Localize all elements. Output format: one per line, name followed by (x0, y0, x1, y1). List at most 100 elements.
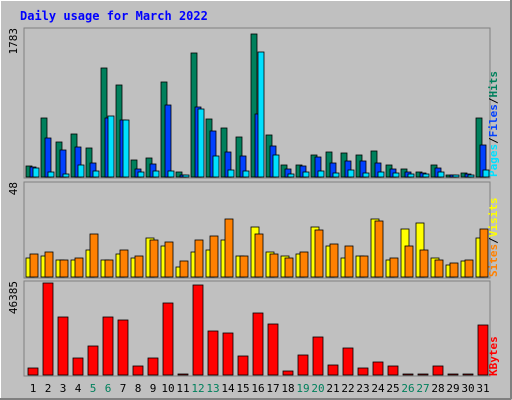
bar-pages-day-22 (347, 169, 355, 178)
bar-sites-day-27 (419, 249, 429, 278)
bar-pages-day-12 (197, 108, 205, 178)
bar-pages-day-27 (422, 173, 430, 178)
x-label-day-3: 3 (60, 382, 67, 395)
legend-files: Files (487, 104, 500, 137)
bar-pages-day-14 (227, 169, 235, 178)
bar-kbytes-day-12 (192, 284, 204, 376)
x-label-day-6: 6 (105, 382, 112, 395)
bar-kbytes-day-1 (27, 367, 39, 376)
bar-hits-day-8 (130, 159, 138, 178)
bar-kbytes-day-21 (327, 364, 339, 376)
bar-kbytes-day-5 (87, 345, 99, 376)
x-label-day-4: 4 (75, 382, 82, 395)
bar-kbytes-day-22 (342, 347, 354, 376)
x-label-day-10: 10 (161, 382, 174, 395)
bar-kbytes-day-8 (132, 365, 144, 376)
bar-sites-day-29 (449, 262, 459, 278)
bar-pages-day-17 (272, 154, 280, 178)
bar-sites-day-21 (329, 243, 339, 278)
bar-kbytes-day-11 (177, 373, 189, 376)
x-label-day-1: 1 (30, 382, 37, 395)
bar-sites-day-30 (464, 259, 474, 278)
chart-title: Daily usage for March 2022 (20, 9, 208, 23)
bar-pages-day-28 (437, 171, 445, 178)
bar-pages-day-24 (377, 171, 385, 178)
bar-pages-day-29 (452, 174, 460, 178)
bar-kbytes-day-9 (147, 357, 159, 376)
x-label-day-27: 27 (416, 382, 429, 395)
bar-kbytes-day-6 (102, 316, 114, 376)
bar-kbytes-day-17 (267, 323, 279, 376)
bar-pages-day-8 (137, 171, 145, 178)
bar-pages-day-1 (32, 167, 40, 178)
bar-kbytes-day-10 (162, 302, 174, 376)
bar-sites-day-31 (479, 228, 489, 278)
bar-sites-day-2 (44, 251, 54, 278)
x-label-day-22: 22 (341, 382, 354, 395)
bar-kbytes-day-19 (297, 354, 309, 376)
bar-kbytes-day-13 (207, 330, 219, 376)
bar-pages-day-5 (92, 170, 100, 178)
x-label-day-26: 26 (401, 382, 414, 395)
bar-kbytes-day-29 (447, 373, 459, 376)
bar-pages-day-4 (77, 164, 85, 178)
legend-sep-3: / (487, 237, 500, 244)
x-label-day-21: 21 (326, 382, 339, 395)
bar-hits-day-11 (175, 171, 183, 178)
legend-hits: Hits (487, 71, 500, 98)
bar-kbytes-day-28 (432, 365, 444, 376)
x-label-day-17: 17 (266, 382, 279, 395)
bar-pages-day-3 (62, 173, 70, 178)
bar-hits-day-16 (250, 33, 258, 178)
bar-sites-day-20 (314, 229, 324, 278)
x-label-day-30: 30 (461, 382, 474, 395)
bar-sites-day-8 (134, 255, 144, 278)
x-label-day-2: 2 (45, 382, 52, 395)
legend-sep-1: / (487, 137, 500, 144)
bar-files-day-3 (59, 149, 67, 178)
max-label-kbytes: 46385 (7, 281, 20, 314)
bar-sites-day-16 (254, 233, 264, 278)
x-label-day-13: 13 (206, 382, 219, 395)
bar-pages-day-16 (257, 51, 265, 178)
x-label-day-7: 7 (120, 382, 127, 395)
x-label-day-19: 19 (296, 382, 309, 395)
bar-sites-day-1 (29, 253, 39, 278)
bar-sites-day-26 (404, 245, 414, 278)
bar-kbytes-day-14 (222, 332, 234, 376)
bar-sites-day-11 (179, 260, 189, 278)
bar-files-day-10 (164, 104, 172, 178)
bar-kbytes-day-4 (72, 357, 84, 376)
bar-pages-day-6 (107, 115, 115, 178)
bar-sites-day-6 (104, 259, 114, 278)
bar-sites-day-15 (239, 255, 249, 278)
legend-hits-files-pages: Pages/Files/Hits (487, 71, 500, 177)
x-label-day-29: 29 (446, 382, 459, 395)
bar-sites-day-13 (209, 235, 219, 278)
panel-visits-frame (23, 181, 491, 279)
bar-pages-day-25 (392, 172, 400, 178)
bar-sites-day-23 (359, 255, 369, 278)
legend-kbytes: KBytes (487, 336, 500, 376)
x-label-day-16: 16 (251, 382, 264, 395)
bar-pages-day-21 (332, 172, 340, 178)
x-label-day-5: 5 (90, 382, 97, 395)
legend-visits: Visits (487, 198, 500, 238)
bar-kbytes-day-23 (357, 367, 369, 376)
x-label-day-14: 14 (221, 382, 235, 395)
bar-pages-day-20 (317, 170, 325, 178)
bar-sites-day-4 (74, 257, 84, 278)
bar-sites-day-10 (164, 241, 174, 278)
bar-kbytes-day-27 (417, 373, 429, 376)
max-label-hits: 1783 (7, 28, 20, 55)
max-label-visits: 48 (7, 182, 20, 195)
x-label-day-28: 28 (431, 382, 444, 395)
bar-kbytes-day-26 (402, 373, 414, 376)
bar-sites-day-17 (269, 253, 279, 278)
bar-pages-day-23 (362, 172, 370, 178)
bar-kbytes-day-31 (477, 324, 489, 376)
bar-files-day-2 (44, 137, 52, 178)
x-label-day-12: 12 (191, 382, 204, 395)
x-label-day-25: 25 (386, 382, 399, 395)
x-label-day-23: 23 (356, 382, 369, 395)
